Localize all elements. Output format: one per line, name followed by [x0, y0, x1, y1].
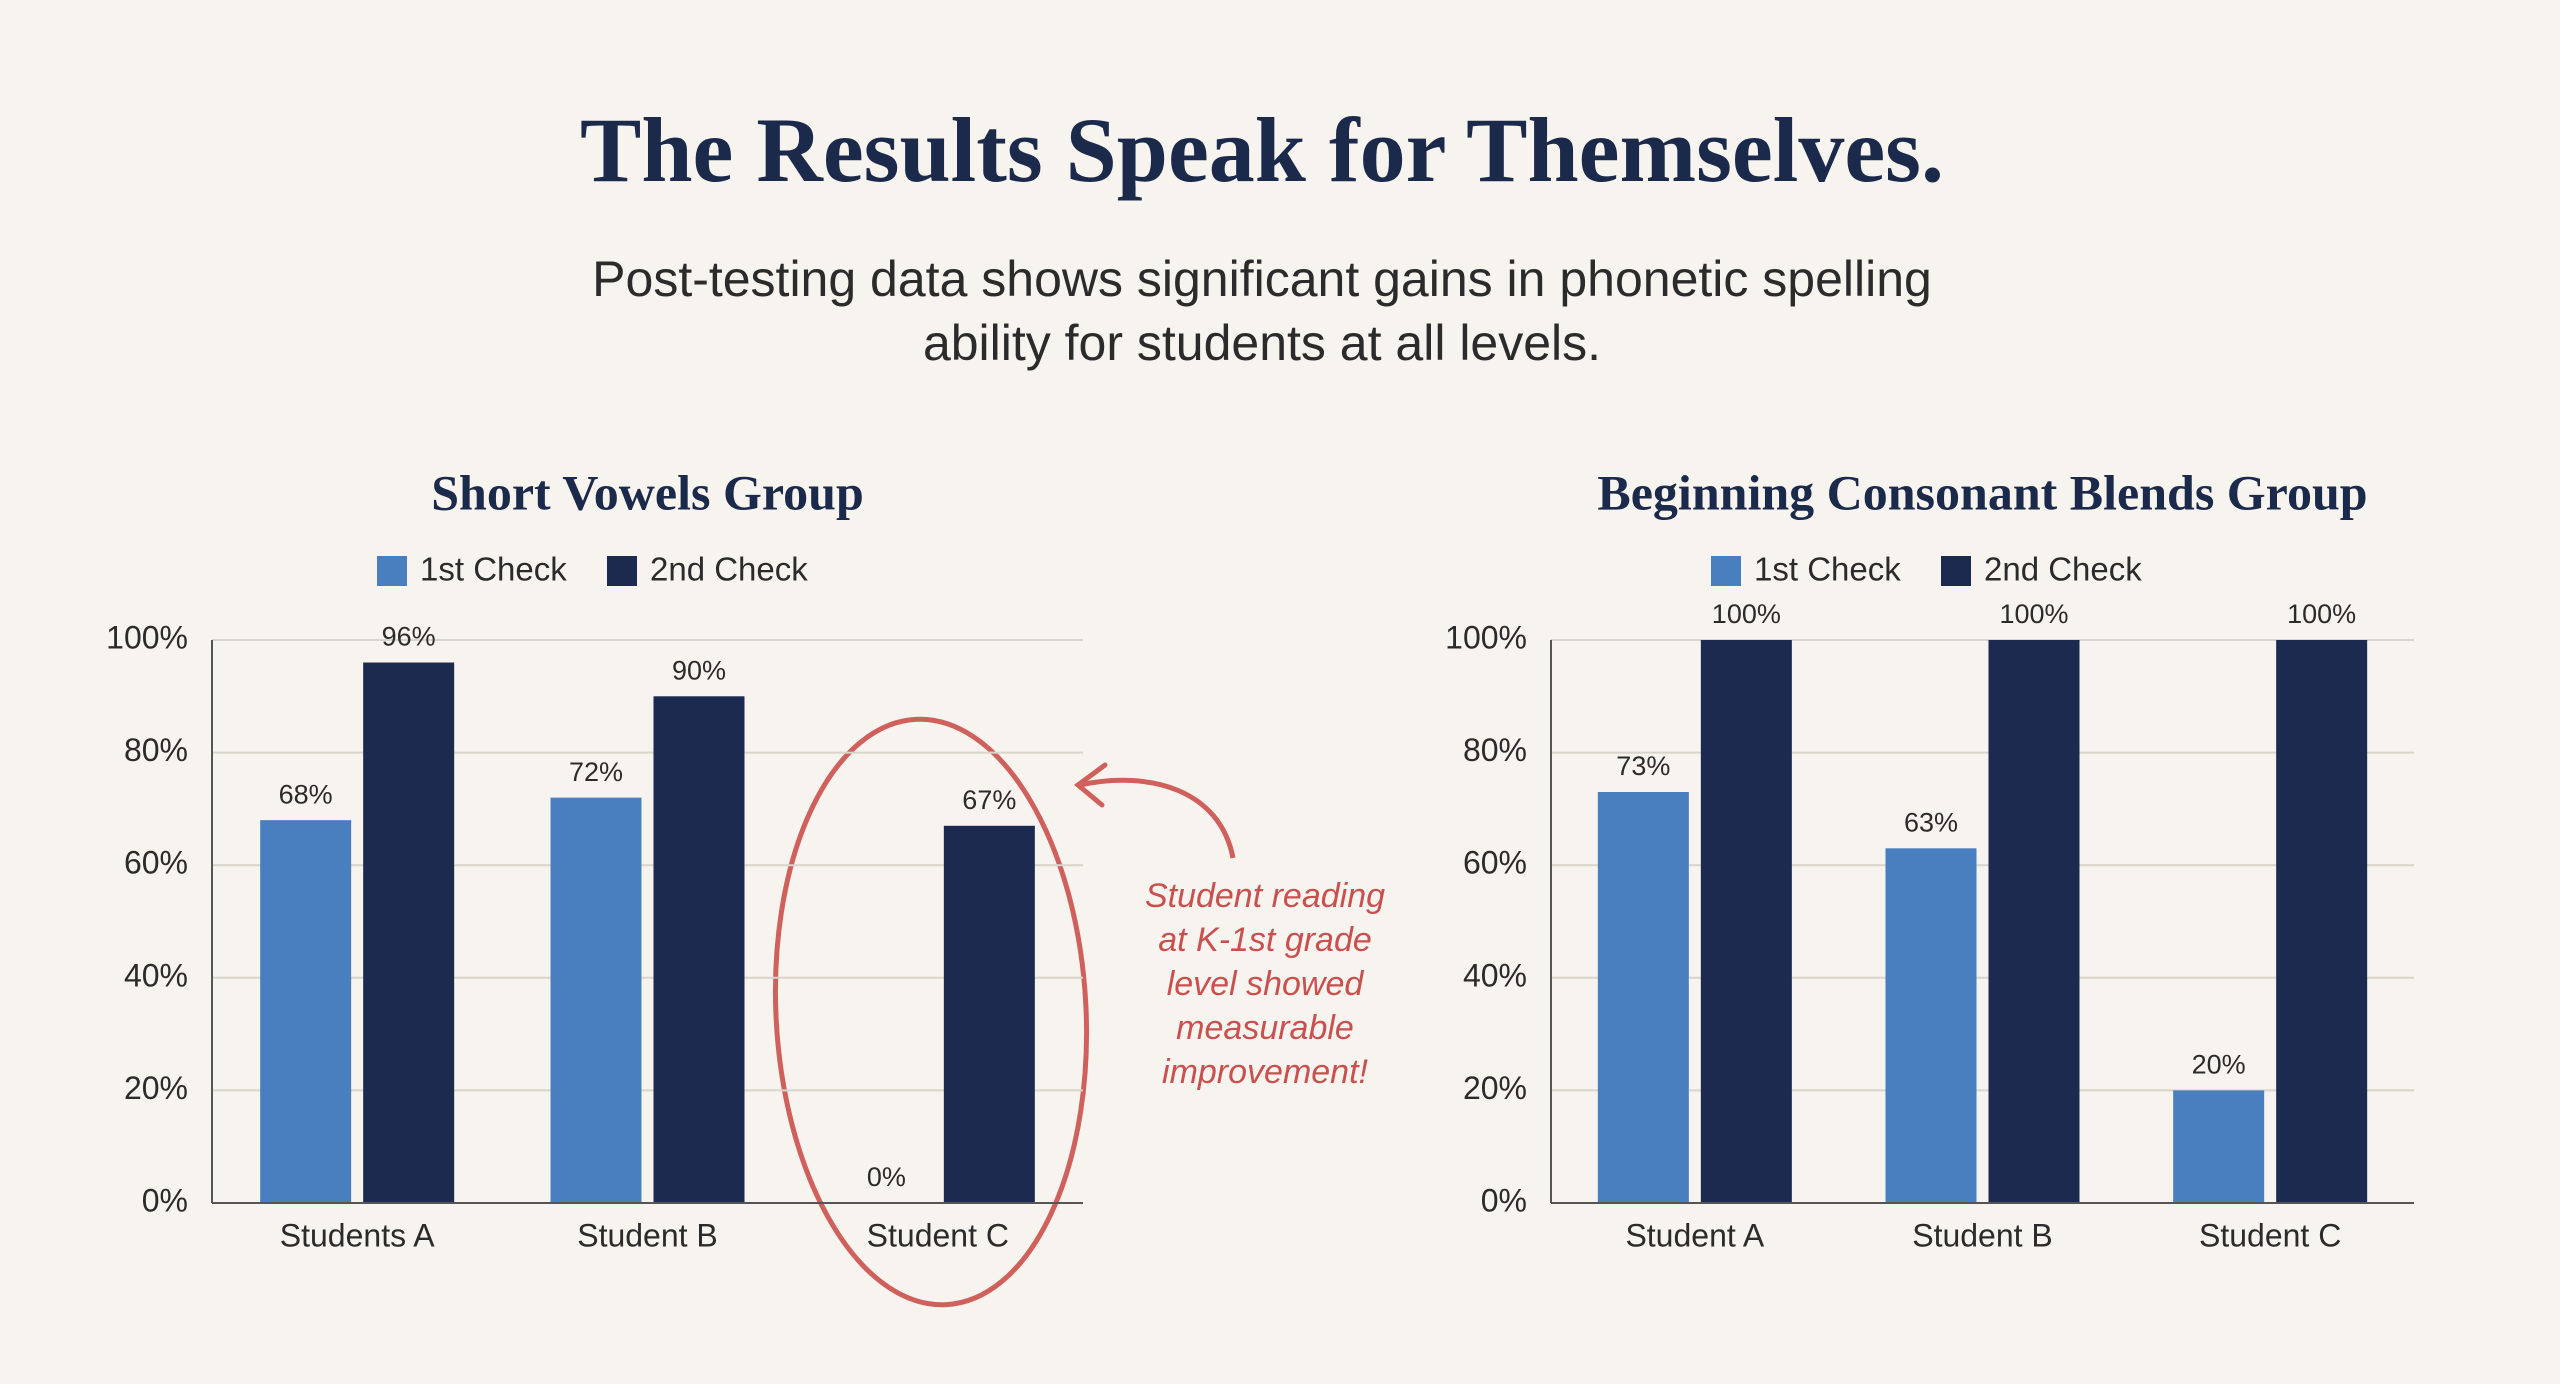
highlight-circle: [772, 716, 1090, 1308]
y-tick-label: 80%: [1463, 732, 1527, 768]
subtitle-line: Post-testing data shows significant gain…: [592, 251, 1932, 307]
x-tick-label: Student B: [577, 1217, 718, 1253]
bar: [943, 825, 1035, 1203]
legend-swatch: [377, 556, 407, 586]
page-title: The Results Speak for Themselves.: [580, 99, 1944, 201]
legend-label: 1st Check: [1754, 551, 1901, 588]
chart-title: Short Vowels Group: [431, 464, 864, 520]
y-tick-label: 80%: [124, 732, 188, 768]
bar: [2173, 1090, 2265, 1203]
value-label: 68%: [279, 779, 333, 809]
annotation-line: improvement!: [1162, 1053, 1369, 1091]
y-tick-label: 40%: [124, 957, 188, 993]
annotation-arrow: [1079, 777, 1236, 859]
bar: [550, 797, 642, 1203]
y-tick-label: 0%: [142, 1182, 188, 1218]
value-label: 100%: [1712, 599, 1781, 629]
y-tick-label: 60%: [1463, 845, 1527, 881]
value-label: 73%: [1616, 751, 1670, 781]
subtitle-line: ability for students at all levels.: [923, 315, 1601, 371]
bar: [2276, 640, 2368, 1203]
legend-label: 2nd Check: [1984, 551, 2142, 588]
value-label: 96%: [382, 622, 436, 652]
bar: [1988, 640, 2080, 1203]
value-label: 0%: [867, 1162, 906, 1192]
x-tick-label: Student B: [1912, 1217, 2053, 1253]
value-label: 67%: [962, 785, 1016, 815]
y-tick-label: 0%: [1481, 1182, 1527, 1218]
bar: [260, 820, 352, 1203]
annotation-line: level showed: [1167, 965, 1365, 1003]
y-tick-label: 60%: [124, 845, 188, 881]
value-label: 20%: [2192, 1050, 2246, 1080]
legend-label: 2nd Check: [650, 551, 808, 588]
legend-swatch: [1711, 556, 1741, 586]
y-tick-label: 20%: [124, 1070, 188, 1106]
annotation-line: Student reading: [1145, 877, 1385, 915]
annotation-line: measurable: [1176, 1009, 1354, 1047]
legend-swatch: [1941, 556, 1971, 586]
value-label: 100%: [1999, 599, 2068, 629]
y-tick-label: 100%: [106, 619, 188, 655]
y-tick-label: 100%: [1445, 619, 1527, 655]
bar: [653, 696, 745, 1203]
y-tick-label: 20%: [1463, 1070, 1527, 1106]
bar: [363, 662, 455, 1203]
value-label: 100%: [2287, 599, 2356, 629]
x-tick-label: Student C: [2199, 1217, 2341, 1253]
value-label: 72%: [569, 757, 623, 787]
x-tick-label: Student C: [867, 1217, 1009, 1253]
y-tick-label: 40%: [1463, 957, 1527, 993]
legend-swatch: [607, 556, 637, 586]
annotation-line: at K-1st grade: [1158, 921, 1372, 959]
legend-label: 1st Check: [420, 551, 567, 588]
value-label: 90%: [672, 655, 726, 685]
bar: [1700, 640, 1792, 1203]
chart-title: Beginning Consonant Blends Group: [1597, 464, 2367, 520]
x-tick-label: Students A: [280, 1217, 435, 1253]
bar: [1885, 848, 1977, 1203]
bar: [1597, 792, 1689, 1203]
x-tick-label: Student A: [1625, 1217, 1764, 1253]
arrow-head: [1073, 762, 1108, 808]
value-label: 63%: [1904, 807, 1958, 837]
